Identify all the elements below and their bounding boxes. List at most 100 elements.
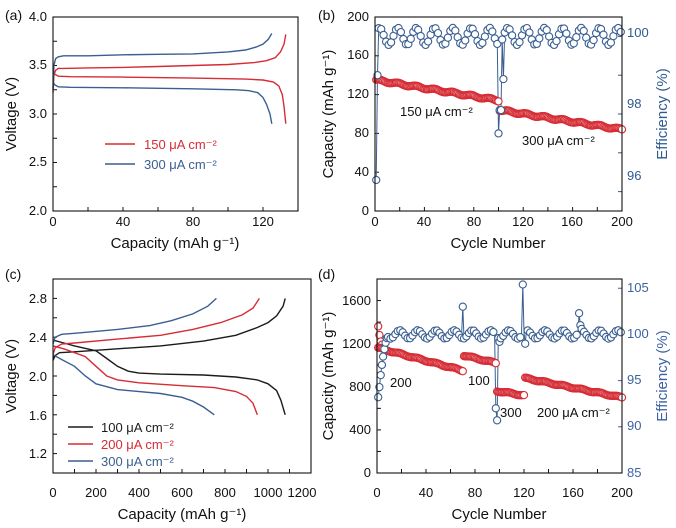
efficiency-point [470, 30, 480, 39]
efficiency-point [515, 37, 524, 47]
series-line-discharge [52, 345, 258, 416]
panel-d-label: (d) [318, 266, 335, 282]
y-tick-label: 1200 [342, 336, 371, 351]
y2-tick-label: 98 [627, 96, 641, 111]
y-tick-label: 800 [349, 379, 371, 394]
x-tick-label: 400 [128, 485, 150, 500]
series-line-discharge [52, 354, 215, 416]
capacity-point [519, 390, 529, 400]
panel-d: (d) 200 100 300 200 μA cm⁻² 0 40 80 120 … [318, 266, 671, 523]
efficiency-point [535, 34, 544, 43]
x-tick-label: 80 [468, 485, 482, 500]
efficiency-point [491, 404, 500, 413]
y-tick-label: 2.8 [29, 291, 47, 306]
efficiency-point [489, 327, 498, 337]
legend-label-100: 100 μA cm⁻² [101, 420, 175, 435]
y-tick-label: 2.0 [29, 203, 47, 218]
panel-a-label: (a) [5, 7, 22, 23]
efficiency-point [458, 302, 467, 311]
efficiency-point [406, 34, 415, 43]
y-tick-label: 80 [355, 125, 369, 140]
panel-d-plot-area [374, 278, 627, 474]
x-tick-label: 0 [373, 485, 380, 500]
efficiency-point [496, 105, 506, 115]
efficiency-point [507, 31, 517, 40]
efficiency-line [377, 284, 623, 421]
panel-b: (b) 150 μA cm⁻² 300 μA cm⁻² 0 40 80 120 … [318, 7, 671, 252]
x-tick-label: 0 [371, 214, 378, 229]
y-tick-label: 2.4 [29, 330, 47, 345]
efficiency-point [378, 352, 388, 361]
series-line-discharge [52, 81, 273, 124]
y2-tick-label: 85 [627, 465, 641, 480]
series-line-charge [52, 34, 287, 93]
efficiency-point [579, 26, 588, 36]
panel-d-frame [376, 278, 623, 474]
y-tick-label: 40 [355, 164, 369, 179]
efficiency-point [492, 416, 502, 425]
efficiency-point [525, 28, 534, 37]
y-tick-label: 1600 [342, 293, 371, 308]
panel-a: (a) 150 μA cm⁻² 300 μA cm⁻² 0 40 80 120 … [3, 7, 299, 252]
series-line-charge [52, 298, 286, 361]
panel-d-x-axis-title: Cycle Number [451, 506, 546, 523]
panel-c-plot-area [52, 297, 312, 473]
panel-c-legend: 100 μA cm⁻² 200 μA cm⁻² 300 μA cm⁻² [68, 420, 175, 469]
x-tick-label: 200 [611, 214, 633, 229]
efficiency-point [518, 280, 527, 289]
panel-b-y-axis-title: Capacity (mAh g⁻¹) [320, 50, 337, 179]
y-tick-label: 1.2 [29, 446, 47, 461]
efficiency-point [498, 35, 507, 44]
panel-b-x-axis-title: Cycle Number [450, 235, 545, 252]
panel-a-x-axis-title: Capacity (mAh g⁻¹) [111, 235, 240, 252]
efficiency-point [376, 370, 385, 380]
y-tick-label: 2.5 [29, 154, 47, 169]
capacity-point [458, 367, 467, 376]
y2-tick-label: 95 [627, 372, 641, 387]
efficiency-point [499, 74, 508, 84]
efficiency-point [521, 339, 530, 348]
efficiency-point [380, 345, 389, 354]
panel-b-y2-axis-title: Efficiency (%) [654, 68, 671, 159]
panel-c-y-axis-title: Voltage (V) [3, 339, 20, 413]
x-tick-label: 80 [467, 214, 481, 229]
annotation-300: 300 [500, 405, 522, 420]
y2-tick-label: 105 [627, 280, 649, 295]
efficiency-point [423, 37, 433, 46]
efficiency-point [379, 30, 388, 40]
efficiency-point [372, 175, 381, 185]
efficiency-point [443, 33, 453, 42]
panel-b-label: (b) [318, 7, 335, 23]
y-tick-label: 400 [349, 422, 371, 437]
legend-label-300: 300 μA cm⁻² [101, 454, 175, 469]
panel-c: (c) 100 μA cm⁻² 200 μA cm⁻² 300 μA cm⁻² … [3, 266, 316, 523]
panel-a-legend: 150 μA cm⁻² 300 μA cm⁻² [105, 137, 218, 172]
x-tick-label: 200 [611, 485, 633, 500]
x-tick-label: 800 [214, 485, 236, 500]
series-line-charge [52, 33, 273, 90]
series-line-charge [52, 297, 217, 345]
efficiency-point [396, 27, 406, 37]
y-tick-label: 0 [364, 465, 371, 480]
efficiency-point [494, 129, 503, 138]
efficiency-point [461, 36, 470, 45]
efficiency-point [433, 28, 443, 38]
x-tick-label: 0 [49, 214, 56, 229]
y-tick-label: 160 [347, 47, 369, 62]
panel-a-plot-area [52, 16, 299, 212]
series-line-discharge [52, 339, 286, 415]
x-tick-label: 80 [186, 214, 200, 229]
x-tick-label: 1200 [288, 485, 317, 500]
legend-label-150: 150 μA cm⁻² [144, 137, 218, 152]
efficiency-point [516, 333, 525, 342]
x-tick-label: 160 [562, 485, 584, 500]
panel-a-frame [52, 16, 299, 212]
y-tick-label: 2.0 [29, 369, 47, 384]
panel-d-y2-axis-title: Efficiency (%) [654, 330, 671, 421]
panel-c-frame [52, 278, 312, 474]
legend-label-300: 300 μA cm⁻² [144, 157, 218, 172]
y-tick-label: 120 [347, 86, 369, 101]
panel-c-x-axis-title: Capacity (mAh g⁻¹) [118, 506, 247, 523]
y2-tick-label: 100 [627, 25, 649, 40]
